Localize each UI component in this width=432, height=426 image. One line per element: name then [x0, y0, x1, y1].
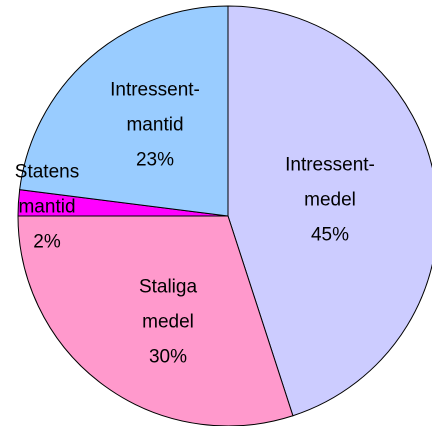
category-label: Intressent-medel	[285, 154, 375, 211]
value-label: 23%	[135, 149, 175, 171]
pie-slice	[17, 215, 294, 426]
value-label: 2%	[33, 231, 61, 253]
value-label: 30%	[148, 346, 188, 368]
category-label: Intressent-mantid	[110, 79, 200, 136]
pie-slice	[227, 5, 432, 417]
slice-label: Intressent-medel 45%	[265, 148, 395, 253]
slice-label: Intressent-mantid 23%	[90, 73, 220, 178]
slice-label: Statens mantid 2%	[2, 155, 92, 260]
category-label: Staliga medel	[138, 276, 198, 333]
pie-slice	[19, 5, 229, 217]
category-label: Statens mantid	[14, 161, 80, 218]
value-label: 45%	[310, 224, 350, 246]
slice-label: Staliga medel 30%	[118, 270, 218, 375]
